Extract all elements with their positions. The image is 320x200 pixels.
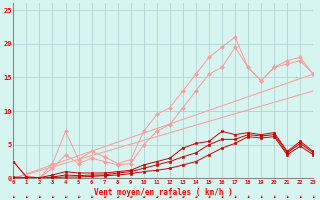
X-axis label: Vent moyen/en rafales ( km/h ): Vent moyen/en rafales ( km/h ) [94, 188, 233, 197]
